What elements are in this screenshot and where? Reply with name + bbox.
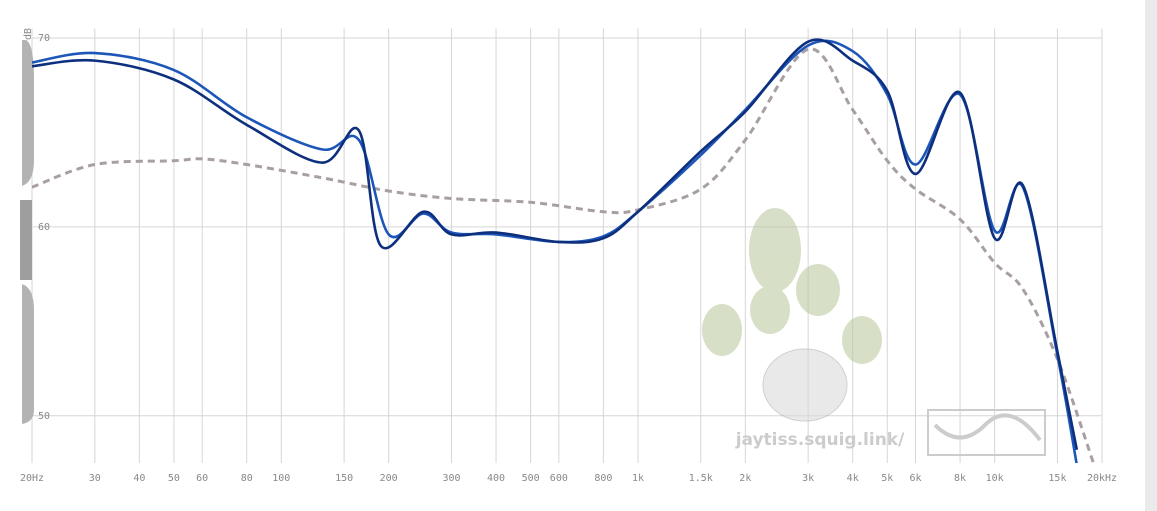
y-tick-label: 70 <box>38 33 50 44</box>
x-tick-label: 15k <box>1048 473 1066 484</box>
leaf <box>750 286 790 334</box>
y-axis-label: dB <box>23 28 34 40</box>
leaf <box>749 208 801 292</box>
slider-handle[interactable] <box>20 200 32 280</box>
logo-wave <box>933 413 1042 442</box>
mascot-head <box>762 348 848 422</box>
x-tick-label: 80 <box>241 473 253 484</box>
x-tick-label: 5k <box>881 473 893 484</box>
x-tick-label: 500 <box>522 473 540 484</box>
x-tick-label: 10k <box>986 473 1004 484</box>
y-tick-label: 50 <box>38 411 50 422</box>
x-tick-label: 3k <box>802 473 814 484</box>
x-tick-label: 20kHz <box>1087 473 1117 484</box>
x-tick-label: 2k <box>739 473 751 484</box>
x-tick-label: 20Hz <box>20 473 44 484</box>
y-tick-label: 60 <box>38 222 50 233</box>
volume-slider[interactable] <box>22 40 34 424</box>
x-tick-label: 100 <box>272 473 290 484</box>
x-tick-label: 1k <box>632 473 644 484</box>
leaf <box>842 316 882 364</box>
scrollbar[interactable] <box>1145 0 1157 511</box>
frequency-response <box>32 47 1095 463</box>
x-tick-label: 6k <box>909 473 921 484</box>
x-tick-label: 1.5k <box>689 473 713 484</box>
frequency-response <box>32 38 1079 451</box>
x-tick-label: 150 <box>335 473 353 484</box>
x-tick-label: 400 <box>487 473 505 484</box>
x-tick-label: 60 <box>196 473 208 484</box>
x-tick-label: 50 <box>168 473 180 484</box>
x-tick-label: 300 <box>442 473 460 484</box>
leaf <box>702 304 742 356</box>
leaf <box>796 264 840 316</box>
x-tick-label: 200 <box>380 473 398 484</box>
x-tick-label: 600 <box>550 473 568 484</box>
x-tick-label: 8k <box>954 473 966 484</box>
logo-box <box>927 409 1046 456</box>
x-tick-label: 4k <box>847 473 859 484</box>
watermark-mascot <box>702 208 882 422</box>
x-tick-label: 40 <box>133 473 145 484</box>
x-tick-label: 30 <box>89 473 101 484</box>
x-tick-label: 800 <box>594 473 612 484</box>
watermark: jaytiss.squig.link/ <box>735 430 905 450</box>
grid <box>31 28 1103 463</box>
